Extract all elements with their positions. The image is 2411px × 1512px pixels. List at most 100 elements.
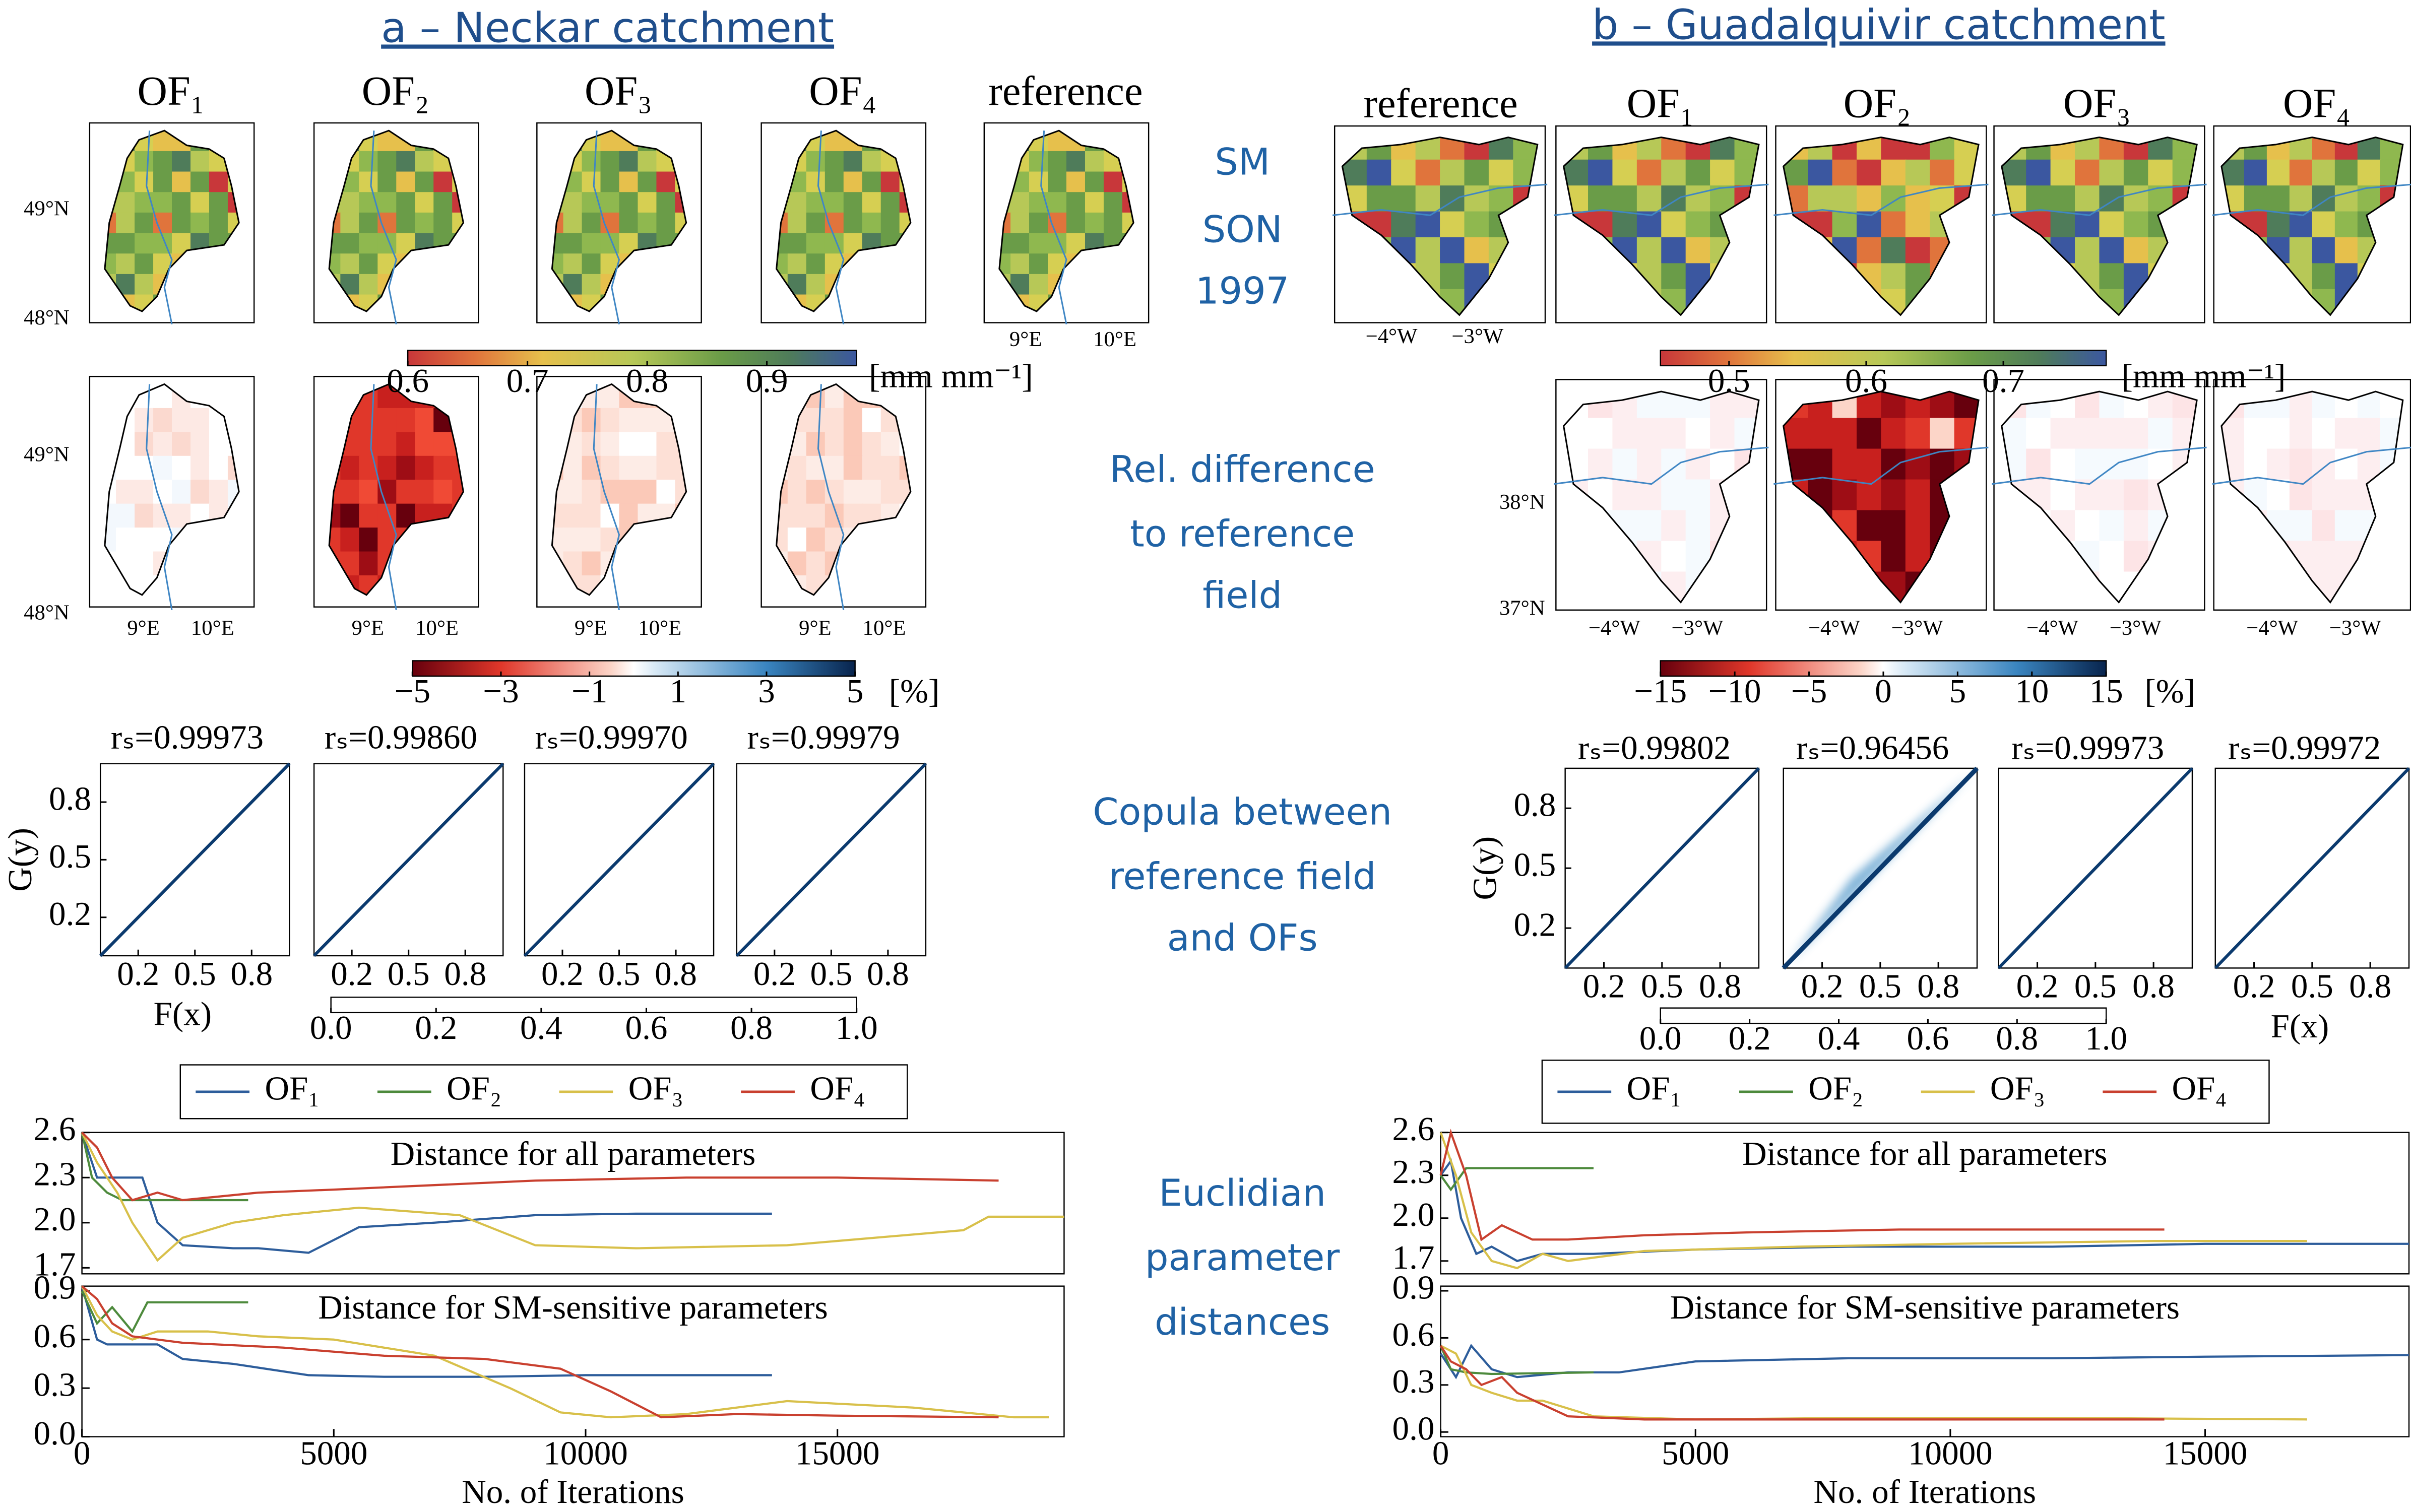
map-cell bbox=[2290, 510, 2313, 542]
map-cell bbox=[656, 432, 676, 456]
colorbar-tick-label: 5 bbox=[847, 672, 864, 710]
lon-label: −4°W bbox=[2246, 616, 2298, 640]
map-cell bbox=[2075, 510, 2100, 542]
map-cell bbox=[1906, 510, 1931, 542]
map-cell bbox=[844, 480, 863, 504]
map-cell bbox=[862, 432, 882, 456]
colorbar-unit: [%] bbox=[2144, 672, 2195, 710]
map-cell bbox=[135, 504, 154, 529]
map-title: OF₄ bbox=[2283, 80, 2351, 126]
map-cell bbox=[844, 151, 863, 172]
map-cell bbox=[1048, 151, 1067, 172]
lat-label: 37°N bbox=[1499, 597, 1545, 620]
map-cell bbox=[1010, 192, 1030, 213]
map-cell bbox=[1661, 510, 1686, 542]
map-cell bbox=[844, 432, 863, 456]
map-cell bbox=[2244, 185, 2268, 212]
map-cell bbox=[2099, 541, 2124, 573]
map-cell bbox=[1465, 160, 1490, 186]
map-cell bbox=[2124, 237, 2149, 264]
map-cell bbox=[1832, 480, 1858, 511]
map-cell bbox=[638, 192, 657, 213]
map-cell bbox=[116, 480, 136, 504]
map-cell bbox=[619, 172, 639, 193]
map-title: OF₃ bbox=[585, 68, 652, 114]
x-tick-label: 10000 bbox=[543, 1434, 628, 1472]
map-cell bbox=[1906, 449, 1931, 481]
map-cell bbox=[601, 408, 620, 433]
map-cell bbox=[2335, 418, 2359, 450]
map-cell bbox=[619, 213, 639, 234]
map-cell bbox=[153, 213, 173, 234]
lon-label: 10°E bbox=[1093, 327, 1136, 351]
map-cell bbox=[172, 456, 192, 481]
x-tick-label: 0.5 bbox=[2074, 967, 2117, 1005]
map-cell bbox=[582, 172, 602, 193]
map-cell bbox=[1612, 418, 1637, 450]
map-cell bbox=[396, 172, 416, 193]
x-tick-label: 0.5 bbox=[810, 955, 852, 993]
colorbar-tick-label: −1 bbox=[572, 672, 607, 710]
y-tick-label: 0.0 bbox=[1392, 1410, 1435, 1448]
map-cell bbox=[619, 192, 639, 213]
map-cell bbox=[563, 504, 583, 529]
colorbar-tick-label: 0.6 bbox=[625, 1009, 668, 1046]
map-cell bbox=[1029, 151, 1049, 172]
x-tick-label: 0.8 bbox=[2132, 967, 2175, 1005]
lon-label: −3°W bbox=[2110, 616, 2162, 640]
map-cell bbox=[601, 192, 620, 213]
x-axis-label: F(x) bbox=[154, 995, 212, 1032]
map-cell bbox=[209, 172, 229, 193]
map-cell bbox=[1440, 263, 1465, 290]
map-cell bbox=[638, 213, 657, 234]
map-cell bbox=[582, 408, 602, 433]
map-cell bbox=[2312, 237, 2336, 264]
map-cell bbox=[1881, 237, 1906, 264]
chart-title: Distance for all parameters bbox=[391, 1135, 755, 1172]
map-cell bbox=[1661, 418, 1686, 450]
map-cell bbox=[582, 151, 602, 172]
x-tick-label: 0.5 bbox=[1641, 967, 1683, 1005]
map-title: OF₄ bbox=[809, 68, 876, 114]
map-cell bbox=[582, 253, 602, 275]
copula-rs: rₛ=0.99973 bbox=[111, 718, 264, 756]
map-cell bbox=[1686, 418, 1711, 450]
map-cell bbox=[359, 432, 378, 456]
map-cell bbox=[563, 192, 583, 213]
x-tick-label: 0.2 bbox=[2016, 967, 2059, 1005]
legend-label: OF₃ bbox=[1990, 1069, 2045, 1107]
lon-label: 9°E bbox=[575, 616, 607, 640]
map-cell bbox=[1881, 185, 1906, 212]
map-cell bbox=[1465, 185, 1490, 212]
map-cell bbox=[340, 456, 360, 481]
map-cell bbox=[2312, 160, 2336, 186]
copula-rs: rₛ=0.99860 bbox=[325, 718, 477, 756]
map-cell bbox=[135, 274, 154, 295]
x-tick-label: 5000 bbox=[300, 1434, 367, 1472]
lon-label: −4°W bbox=[1589, 616, 1640, 640]
map-cell bbox=[172, 151, 192, 172]
map-cell bbox=[2124, 160, 2149, 186]
map-cell bbox=[2075, 185, 2100, 212]
colorbar-tick-label: 3 bbox=[758, 672, 775, 710]
map-cell bbox=[656, 456, 676, 481]
map-cell bbox=[563, 480, 583, 504]
map-cell bbox=[2267, 418, 2291, 450]
map-cell bbox=[806, 253, 826, 275]
map-cell bbox=[806, 432, 826, 456]
colorbar-tick-label: 0.2 bbox=[1729, 1019, 1771, 1057]
map-cell bbox=[881, 213, 901, 234]
map-cell bbox=[191, 432, 210, 456]
map-cell bbox=[1085, 151, 1105, 172]
lon-label: −4°W bbox=[1366, 324, 1418, 348]
legend-label: OF₄ bbox=[810, 1069, 865, 1107]
lon-label: 10°E bbox=[863, 616, 906, 640]
map-cell bbox=[2099, 160, 2124, 186]
map-cell bbox=[844, 408, 863, 433]
map-cell bbox=[153, 172, 173, 193]
colorbar-tick-label: 0.7 bbox=[1982, 362, 2024, 400]
map-cell bbox=[377, 432, 397, 456]
map-cell bbox=[788, 233, 807, 254]
map-cell bbox=[862, 213, 882, 234]
map-cell bbox=[1686, 237, 1711, 264]
